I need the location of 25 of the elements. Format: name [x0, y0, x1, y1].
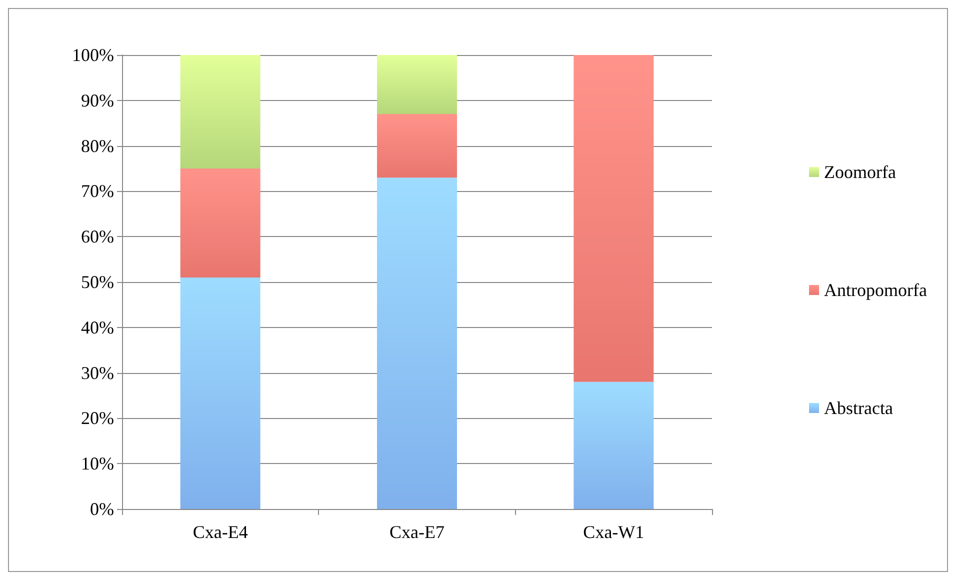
bar — [180, 55, 260, 168]
y-tick-label: 60% — [81, 226, 114, 247]
bar — [377, 178, 457, 509]
y-tick-label: 30% — [81, 362, 114, 383]
legend-label: Antropomorfa — [824, 280, 928, 300]
x-tick-label: Cxa-W1 — [583, 522, 644, 542]
y-tick-label: 100% — [72, 45, 114, 65]
bar — [377, 55, 457, 114]
y-tick-label: 40% — [81, 317, 114, 338]
legend-label: Zoomorfa — [824, 162, 896, 182]
y-tick-label: 90% — [81, 90, 114, 110]
y-tick-label: 80% — [81, 136, 114, 156]
y-tick-label: 10% — [81, 454, 114, 474]
bar — [180, 168, 260, 278]
y-tick-label: 50% — [81, 272, 114, 292]
bar — [574, 55, 654, 382]
x-tick-label: Cxa-E7 — [390, 522, 444, 542]
y-tick-label: 70% — [81, 181, 114, 202]
y-tick-label: 0% — [90, 499, 114, 519]
x-tick-label: Cxa-E4 — [192, 522, 248, 542]
legend-label: Abstracta — [824, 398, 894, 418]
bar — [574, 382, 654, 509]
y-tick-label: 20% — [81, 408, 114, 428]
bar — [180, 277, 260, 509]
bar — [377, 114, 457, 178]
